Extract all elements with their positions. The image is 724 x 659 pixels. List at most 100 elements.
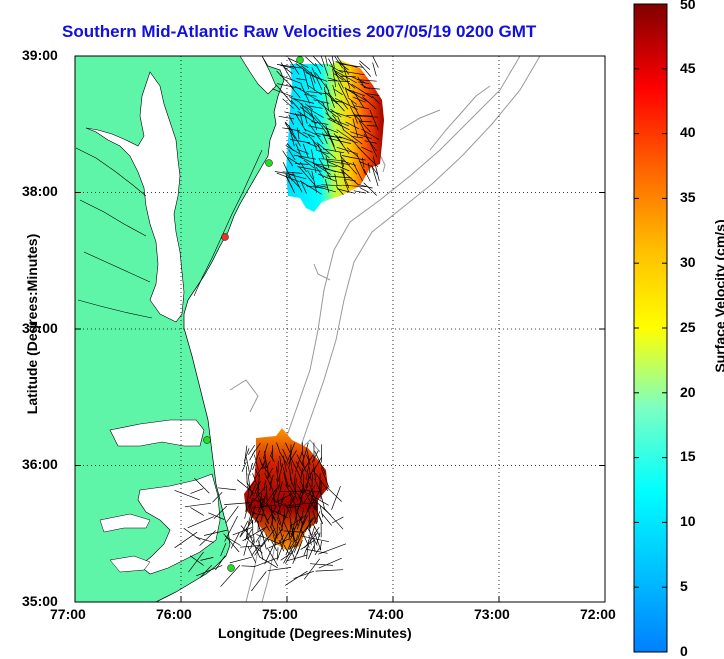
velocity-vector xyxy=(269,474,274,485)
velocity-vector xyxy=(320,467,330,488)
velocity-vector xyxy=(319,484,321,494)
station-marker xyxy=(227,564,235,572)
velocity-vector xyxy=(298,155,323,168)
velocity-vector xyxy=(315,166,324,179)
colorbar-tick-label: 50 xyxy=(680,0,696,12)
velocity-vector xyxy=(302,454,305,466)
velocity-vector xyxy=(232,527,253,536)
velocity-vector xyxy=(354,114,372,117)
velocity-vector xyxy=(263,480,266,491)
velocity-vector xyxy=(257,474,260,494)
velocity-vector xyxy=(261,463,273,481)
velocity-vector xyxy=(316,532,321,545)
velocity-vector xyxy=(275,493,293,503)
velocity-vector xyxy=(287,505,301,509)
velocity-vector xyxy=(249,462,253,473)
velocity-vector xyxy=(306,454,311,465)
velocity-vector xyxy=(240,544,263,548)
velocity-vector xyxy=(259,498,265,513)
colorbar-tick-label: 5 xyxy=(680,578,688,594)
velocity-vector xyxy=(251,544,260,557)
velocity-vector xyxy=(276,478,280,490)
velocity-vector xyxy=(300,83,311,104)
velocity-vector xyxy=(304,106,324,119)
velocity-vector xyxy=(249,484,257,499)
velocity-vector xyxy=(325,156,330,169)
velocity-vector xyxy=(223,533,240,553)
velocity-vector xyxy=(295,461,305,477)
velocity-vector xyxy=(290,112,307,117)
velocity-vector xyxy=(293,473,296,487)
x-axis-label: Longitude (Degrees:Minutes) xyxy=(218,625,412,641)
velocity-vector xyxy=(321,496,326,511)
velocity-vector xyxy=(276,64,301,69)
velocity-vector xyxy=(333,88,343,96)
velocity-vector xyxy=(291,514,297,536)
velocity-vector xyxy=(322,148,345,154)
velocity-vector xyxy=(313,511,321,524)
velocity-vector xyxy=(257,494,276,516)
velocity-vector xyxy=(243,541,249,556)
velocity-vector xyxy=(300,467,303,480)
velocity-vector xyxy=(302,504,310,526)
velocity-vector xyxy=(253,454,259,471)
velocity-vector xyxy=(282,162,293,181)
velocity-vector xyxy=(356,153,366,175)
velocity-vector xyxy=(303,547,308,556)
velocity-vector xyxy=(278,539,285,552)
velocity-vector xyxy=(333,73,344,81)
velocity-vector xyxy=(307,527,318,546)
velocity-vector xyxy=(174,489,200,501)
velocity-vector xyxy=(245,537,263,554)
velocity-vector xyxy=(264,522,271,532)
velocity-vector xyxy=(332,114,342,127)
velocity-vector xyxy=(336,146,358,155)
velocity-vector xyxy=(278,115,295,120)
velocity-vector xyxy=(334,173,338,186)
velocity-vector xyxy=(359,63,372,77)
velocity-vector xyxy=(325,112,336,123)
velocity-vector xyxy=(372,156,380,182)
x-tick-label: 76:00 xyxy=(156,606,192,622)
velocity-vector xyxy=(346,89,370,103)
velocity-vector xyxy=(264,451,268,468)
velocity-vector xyxy=(326,486,342,502)
velocity-vector xyxy=(299,161,307,173)
velocity-vector xyxy=(307,491,315,513)
velocity-vector xyxy=(257,496,266,512)
velocity-vector xyxy=(301,103,308,124)
velocity-vector xyxy=(337,82,350,105)
velocity-vector xyxy=(364,140,378,144)
velocity-vector xyxy=(189,555,204,566)
velocity-vector xyxy=(285,484,296,501)
velocity-vector xyxy=(224,535,241,546)
velocity-vector xyxy=(325,56,328,67)
velocity-vector xyxy=(208,512,225,520)
velocity-vector xyxy=(323,87,330,111)
velocity-vector xyxy=(266,547,279,567)
velocity-vectors-south xyxy=(174,442,347,592)
velocity-vector xyxy=(252,512,266,516)
velocity-vector xyxy=(363,168,371,182)
velocity-vector xyxy=(195,536,214,543)
velocity-vector xyxy=(332,68,337,88)
velocity-vector xyxy=(306,473,310,489)
velocity-vector xyxy=(366,93,380,96)
velocity-vector xyxy=(254,467,262,479)
velocity-vector xyxy=(296,492,304,504)
velocity-vector xyxy=(282,98,295,109)
velocity-vector xyxy=(329,65,344,74)
velocity-vector xyxy=(308,490,321,510)
velocity-vector xyxy=(316,142,337,159)
velocity-vector xyxy=(289,127,301,147)
velocity-vector xyxy=(292,544,302,564)
velocity-vector xyxy=(357,146,371,160)
velocity-vector xyxy=(305,462,310,480)
velocity-vector xyxy=(263,443,268,459)
velocity-vector xyxy=(300,539,316,550)
velocity-vector xyxy=(316,184,328,188)
velocity-vector xyxy=(300,535,329,543)
velocity-vector xyxy=(229,556,252,564)
x-tick-label: 74:00 xyxy=(368,606,404,622)
y-tick-label: 37:00 xyxy=(22,320,58,336)
